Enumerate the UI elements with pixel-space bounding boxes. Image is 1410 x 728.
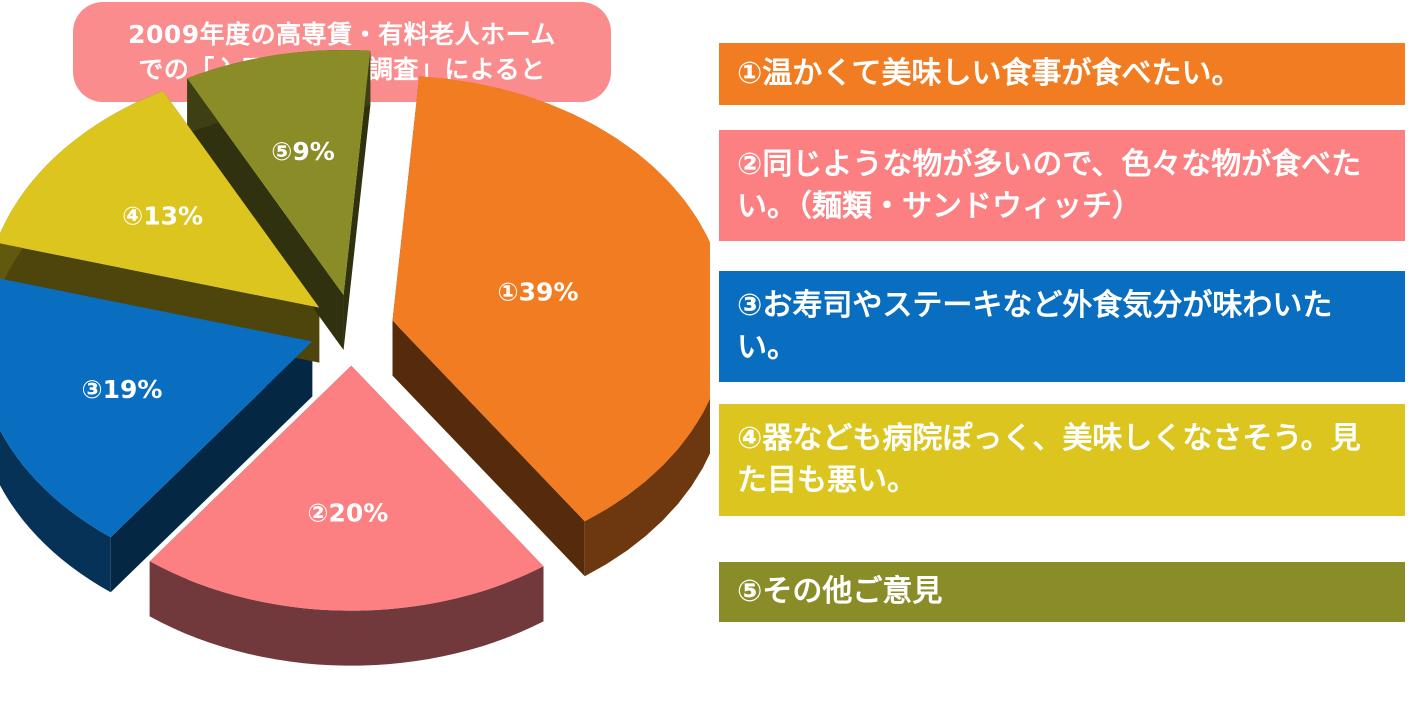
legend-item-3-text: ③お寿司やステーキなど外食気分が味わいたい。: [737, 287, 1333, 365]
pie-label-4: ④13%: [122, 202, 203, 231]
pie-slice-4: [0, 90, 320, 308]
legend-item-1: ①温かくて美味しい食事が食べたい。: [719, 43, 1405, 105]
pie-label-3: ③19%: [81, 375, 162, 404]
pie-slice-5: [187, 50, 371, 296]
legend-item-3: ③お寿司やステーキなど外食気分が味わいたい。: [719, 271, 1405, 382]
legend-item-4-text: ④器なども病院ぽっく、美味しくなさそう。見た目も悪い。: [737, 421, 1361, 498]
pie-slice-1: [392, 76, 710, 522]
chart-title-line-1: 2009年度の高専賃・有料老人ホーム: [128, 20, 556, 49]
legend-item-5: ⑤その他ご意見: [719, 562, 1405, 622]
legend-item-2: ②同じような物が多いので、色々な物が食べたい。（麺類・サンドウィッチ）: [719, 130, 1405, 241]
pie-slice-2: [149, 365, 544, 611]
pie-label-2: ②20%: [307, 499, 388, 528]
pie-slice-1-wall: [392, 320, 585, 577]
pie-slice-2-wall: [149, 561, 544, 666]
pie-label-1: ①39%: [497, 278, 578, 307]
legend-item-4: ④器なども病院ぽっく、美味しくなさそう。見た目も悪い。: [719, 404, 1405, 516]
pie-slice-5-wall: [343, 50, 371, 351]
legend-item-2-text: ②同じような物が多いので、色々な物が食べたい。（麺類・サンドウィッチ）: [737, 146, 1362, 224]
legend-item-1-text: ①温かくて美味しい食事が食べたい。: [737, 56, 1242, 91]
pie-label-5: ⑤9%: [271, 137, 335, 166]
pie-slice-3-wall: [110, 341, 313, 593]
pie-chart: ①39% ②20% ③19% ④13% ⑤9%: [0, 50, 710, 666]
legend-item-5-text: ⑤その他ご意見: [737, 574, 943, 609]
pie-slice-3: [0, 278, 313, 538]
pie-slice-5-wall: [187, 78, 344, 351]
